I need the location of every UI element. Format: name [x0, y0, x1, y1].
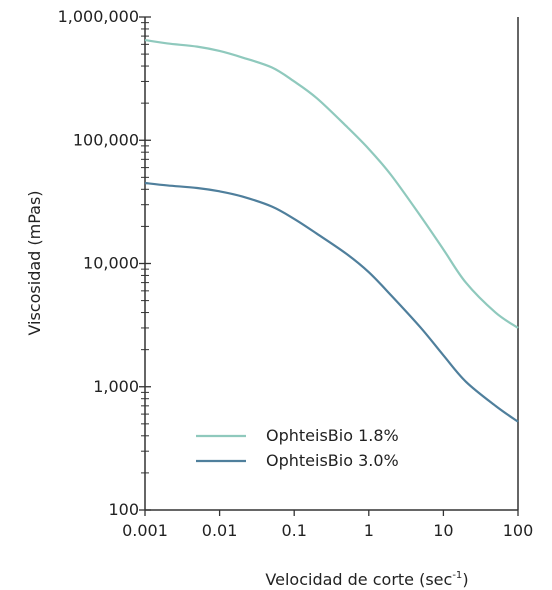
legend-label-1: OphteisBio 1.8% [266, 426, 399, 445]
x-tick-label: 10 [433, 521, 453, 540]
x-tick-label: 100 [503, 521, 534, 540]
y-tick-label: 100,000 [73, 130, 139, 149]
legend-label-2: OphteisBio 3.0% [266, 451, 399, 470]
series-line-2 [144, 181, 519, 423]
x-axis-title-superscript: -1 [452, 570, 462, 581]
x-axis-title-main: Velocidad de corte (sec [265, 570, 452, 589]
legend: OphteisBio 1.8% OphteisBio 3.0% [196, 426, 399, 470]
y-tick-label: 1,000,000 [58, 7, 139, 26]
series-group [144, 38, 519, 423]
series-line-1 [144, 38, 519, 329]
x-axis-title-suffix: ) [462, 570, 468, 589]
y-axis-title: Viscosidad (mPas) [25, 190, 44, 335]
y-tick-label: 100 [108, 500, 139, 519]
ticks-group: 100 1,000 10,000 100,000 1,000,000 0.001 0.01 0… [58, 7, 534, 540]
x-tick-label: 0.001 [122, 521, 168, 540]
x-axis-title: Velocidad de corte (sec-1) [265, 570, 468, 589]
x-tick-label: 0.01 [202, 521, 238, 540]
x-tick-label: 1 [364, 521, 374, 540]
x-tick-label: 0.1 [281, 521, 306, 540]
y-tick-label: 1,000 [93, 377, 139, 396]
y-tick-label: 10,000 [83, 254, 139, 273]
